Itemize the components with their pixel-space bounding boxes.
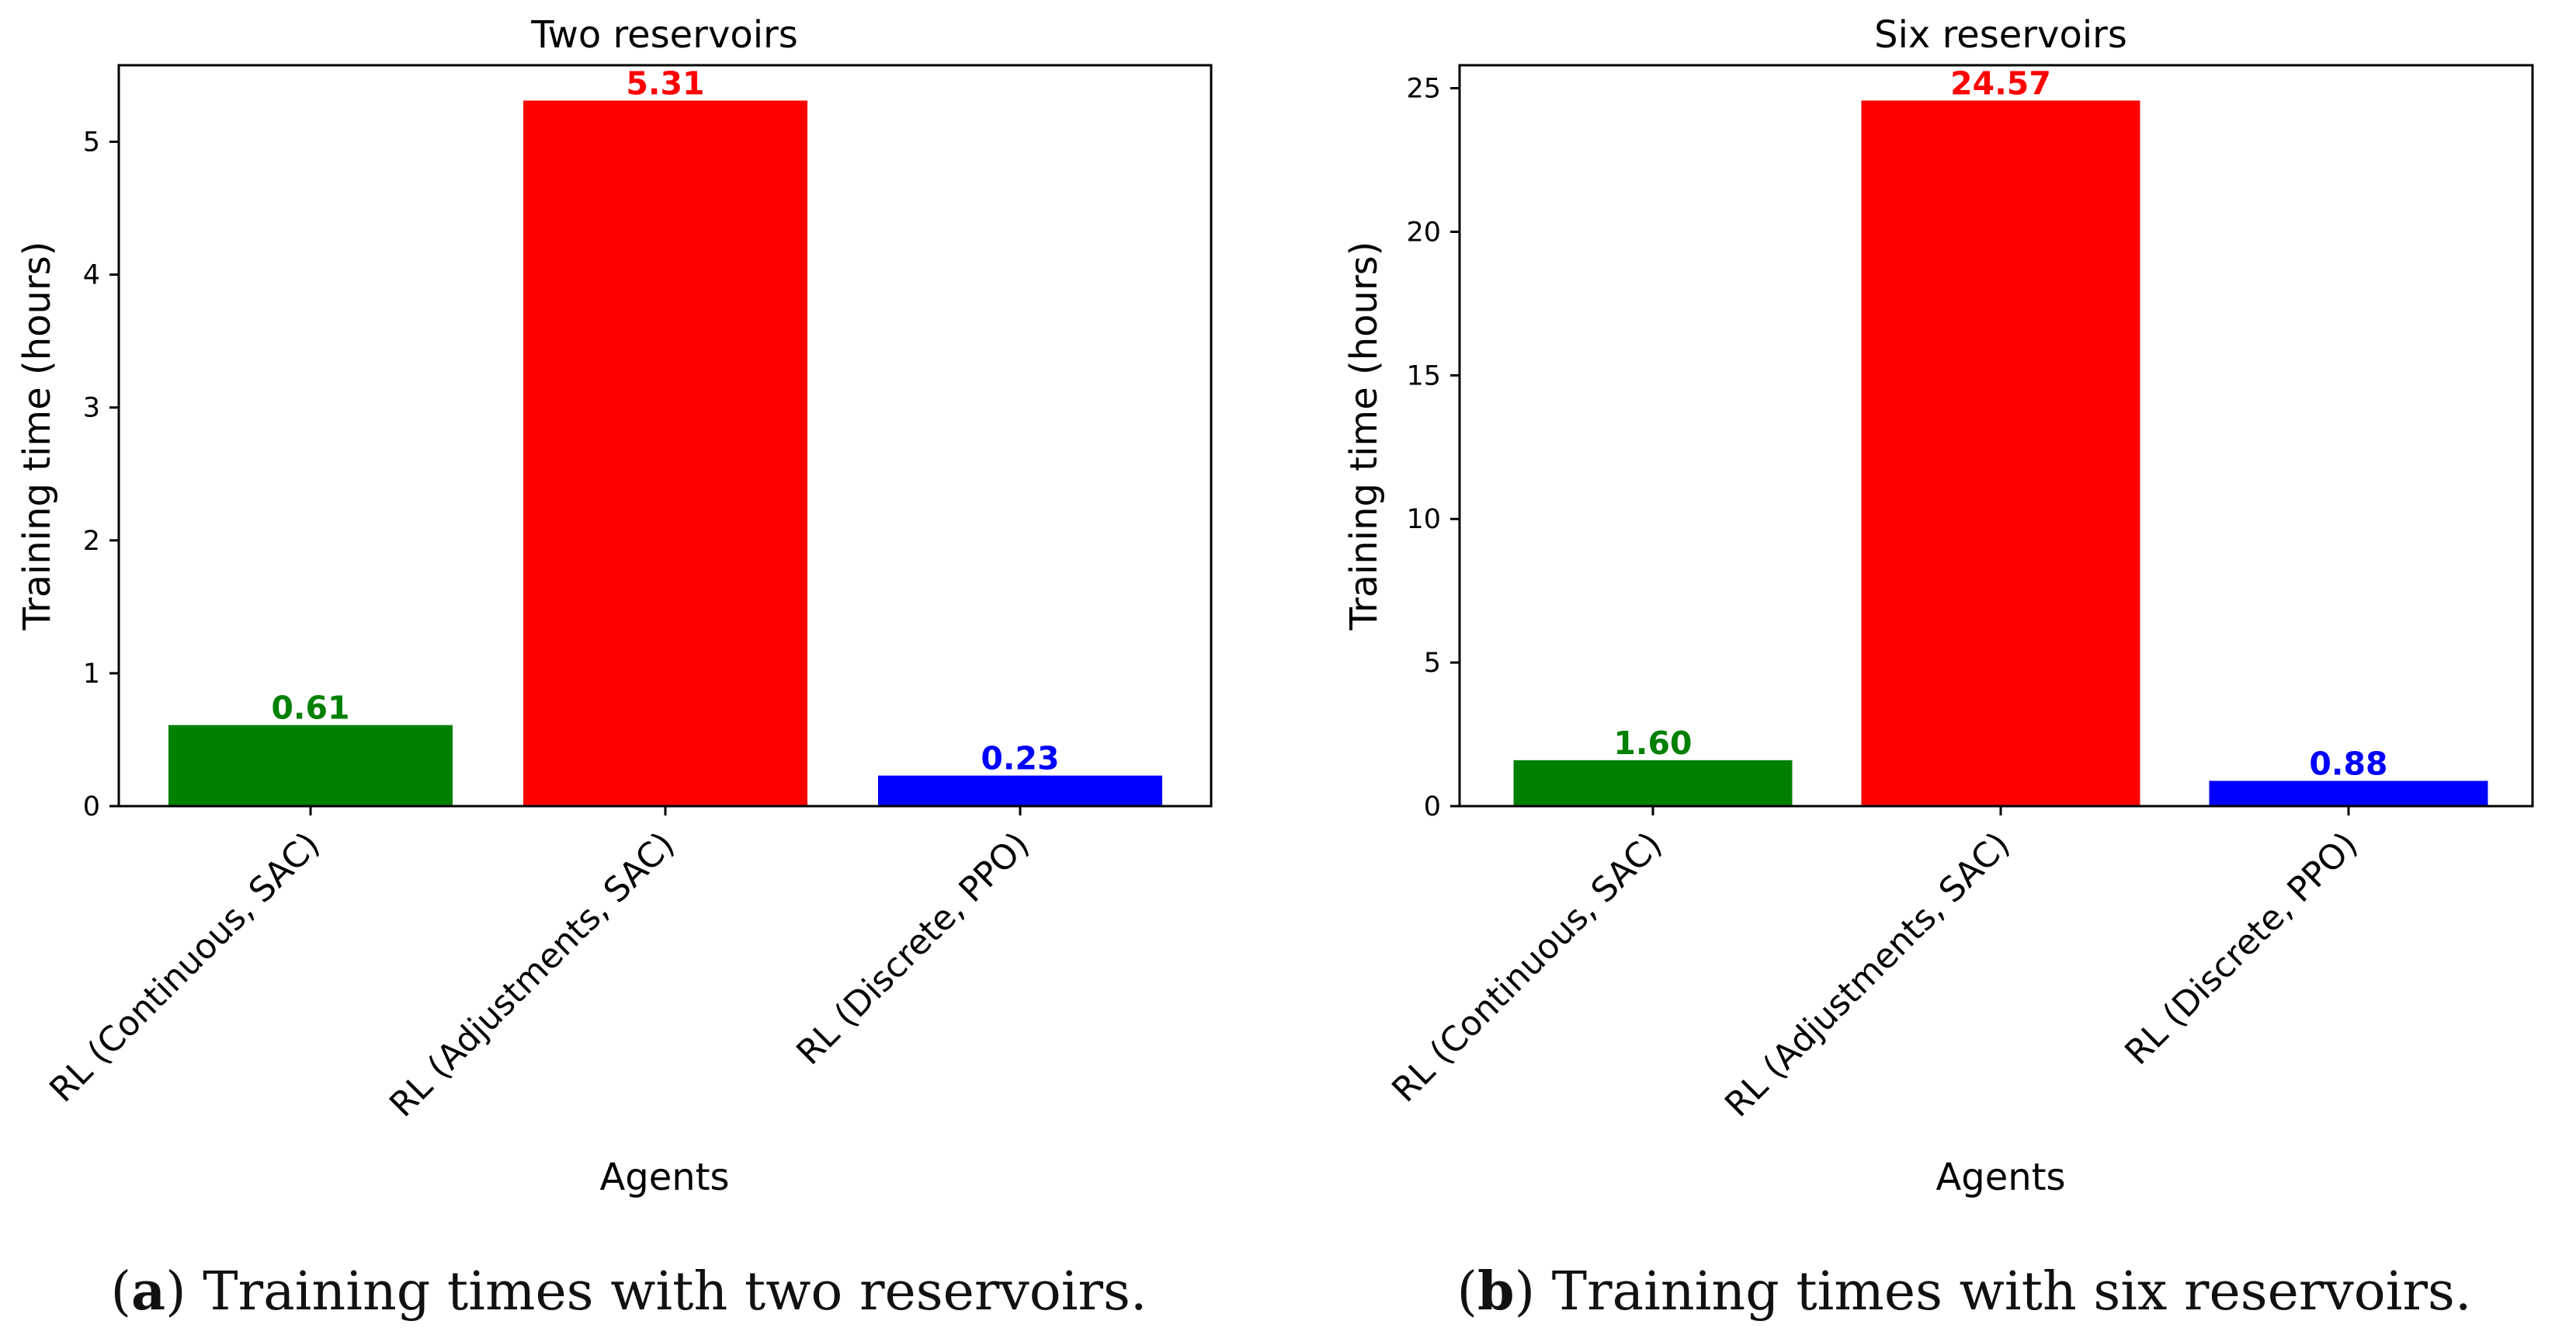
x-axis-label: Agents — [1935, 1156, 2065, 1199]
bar-adjustments-sac — [1861, 100, 2140, 807]
caption-a: (a) Training times with two reservoirs. — [110, 1260, 1147, 1323]
x-tick-label-continuous-sac: RL (Continuous, SAC) — [42, 825, 327, 1110]
chart-title: Two reservoirs — [530, 13, 798, 57]
x-tick-label-adjustments-sac: RL (Adjustments, SAC) — [382, 825, 682, 1125]
y-tick-label: 20 — [1406, 217, 1441, 248]
value-label-discrete-ppo: 0.88 — [2309, 745, 2387, 782]
y-tick-label: 0 — [83, 791, 100, 822]
y-tick-label: 1 — [83, 659, 100, 690]
bar-discrete-ppo — [2209, 781, 2488, 806]
bar-continuous-sac — [168, 725, 453, 806]
y-tick-label: 10 — [1406, 504, 1441, 535]
y-tick-label: 2 — [83, 526, 100, 557]
value-label-adjustments-sac: 5.31 — [626, 65, 704, 103]
y-axis-label: Training time (hours) — [1342, 242, 1386, 631]
y-tick-label: 15 — [1406, 360, 1441, 391]
caption-b-text: ) Training times with six reservoirs. — [1514, 1261, 2472, 1323]
bar-adjustments-sac — [523, 100, 807, 807]
bar-discrete-ppo — [878, 775, 1162, 806]
chart-title: Six reservoirs — [1874, 13, 2127, 57]
y-tick-label: 5 — [83, 127, 100, 158]
caption-b: (b) Training times with six reservoirs. — [1456, 1260, 2472, 1323]
x-tick-label-adjustments-sac: RL (Adjustments, SAC) — [1717, 825, 2018, 1125]
y-tick-label: 4 — [83, 260, 100, 291]
x-tick-label-discrete-ppo: RL (Discrete, PPO) — [789, 825, 1036, 1073]
x-axis-label: Agents — [599, 1156, 729, 1199]
value-label-discrete-ppo: 0.23 — [981, 740, 1059, 777]
y-tick-label: 0 — [1424, 791, 1441, 822]
x-tick-label-discrete-ppo: RL (Discrete, PPO) — [2117, 825, 2365, 1073]
chart-six-reservoirs: 1.60 24.57 0.88 0 5 10 15 20 25 RL (Continuous, S… — [1342, 13, 2534, 1199]
y-tick-label: 3 — [83, 393, 100, 424]
value-label-adjustments-sac: 24.57 — [1950, 64, 2051, 102]
y-axis-label: Training time (hours) — [16, 242, 59, 631]
plot-frame — [1458, 64, 2534, 808]
caption-b-letter: b — [1477, 1260, 1515, 1323]
value-label-continuous-sac: 0.61 — [271, 690, 349, 727]
bar-continuous-sac — [1513, 760, 1793, 806]
caption-a-letter: a — [131, 1260, 166, 1323]
x-tick-label-continuous-sac: RL (Continuous, SAC) — [1384, 825, 1669, 1110]
y-tick-label: 5 — [1424, 648, 1441, 679]
caption-a-text: ) Training times with two reservoirs. — [165, 1261, 1147, 1323]
value-label-continuous-sac: 1.60 — [1613, 725, 1692, 762]
y-tick-label: 25 — [1406, 74, 1441, 105]
